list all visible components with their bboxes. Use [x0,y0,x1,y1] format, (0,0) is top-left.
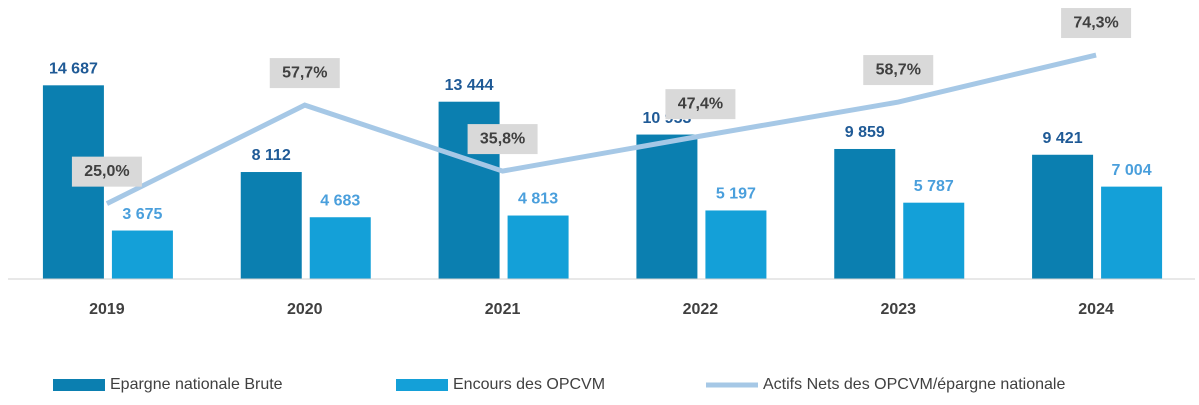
bar [1101,186,1163,279]
data-label: 74,3% [1073,14,1118,31]
data-label-box [269,58,340,89]
data-label: 5 197 [716,186,756,203]
line [105,52,1097,206]
data-label-box [863,55,934,86]
legend-label: Epargne nationale Brute [110,376,283,393]
x-tick-label: 2024 [1078,301,1114,318]
data-label: 13 444 [445,77,494,94]
bar [507,215,569,279]
data-label-box [1061,8,1132,39]
data-label: 58,7% [876,61,921,78]
data-label: 57,7% [282,64,327,81]
x-tick-label: 2021 [485,301,521,318]
legend-swatch [396,379,448,391]
x-tick-label: 2022 [683,301,719,318]
bar [636,134,698,279]
bar [309,217,371,279]
data-label-box [665,89,736,120]
data-label: 8 112 [252,147,291,164]
legend-label: Encours des OPCVM [453,376,605,393]
data-label: 9 421 [1043,130,1083,147]
bar [903,202,965,279]
legend-label: Actifs Nets des OPCVM/épargne nationale [763,376,1065,393]
data-label: 9 859 [845,124,885,141]
bar [240,172,302,279]
data-label: 25,0% [84,163,129,180]
data-label-box [467,124,538,155]
x-tick-label: 2019 [89,301,125,318]
bar [1032,154,1094,279]
bar [834,148,896,279]
x-tick-label: 2020 [287,301,323,318]
data-label: 4 813 [518,191,558,208]
bar [111,230,173,279]
data-label-box [71,156,142,187]
data-label: 35,8% [480,130,525,147]
data-label: 3 675 [122,206,162,223]
data-label: 14 687 [49,61,98,78]
data-label: 7 004 [1112,162,1152,179]
legend-swatch [53,379,105,391]
x-tick-label: 2023 [880,301,916,318]
data-label: 4 683 [320,192,360,209]
data-label: 5 787 [914,178,954,195]
bar [705,210,767,279]
data-label: 47,4% [678,95,723,112]
